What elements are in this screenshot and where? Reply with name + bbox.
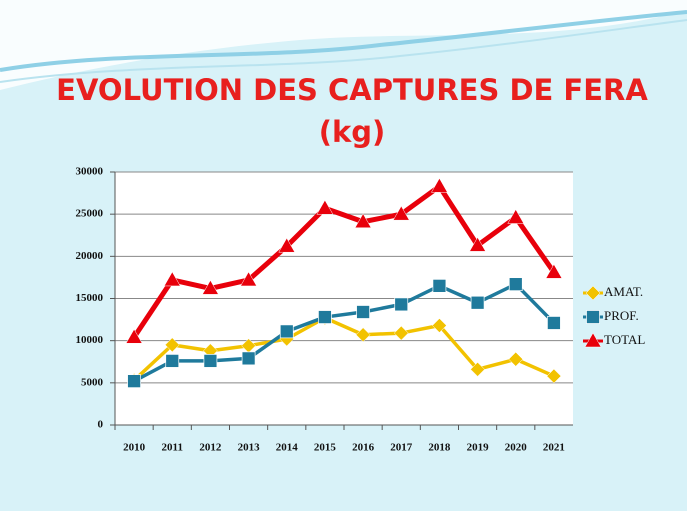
x-tick-label: 2021 — [543, 442, 565, 454]
data-point — [547, 316, 561, 330]
data-point — [507, 209, 525, 224]
data-point — [470, 361, 485, 377]
y-tick-label: 10000 — [76, 334, 104, 346]
legend-marker — [586, 310, 600, 324]
data-point — [203, 354, 218, 368]
data-point — [430, 177, 448, 193]
data-point — [432, 279, 447, 293]
y-tick-label: 5000 — [81, 376, 104, 388]
data-point — [393, 325, 409, 341]
data-point — [546, 368, 562, 384]
series-line — [132, 183, 556, 339]
data-point — [545, 263, 563, 279]
chart-title: EVOLUTION DES CAPTURES DE FERA — [56, 73, 648, 107]
data-point — [125, 328, 143, 344]
x-tick-label: 2014 — [276, 442, 299, 454]
x-tick-label: 2017 — [390, 442, 413, 454]
y-tick-label: 20000 — [76, 250, 104, 262]
x-tick-label: 2011 — [162, 442, 183, 454]
data-point — [392, 205, 410, 221]
data-point — [241, 351, 256, 366]
y-tick-label: 0 — [98, 419, 104, 431]
legend-marker — [584, 332, 602, 348]
data-point — [508, 351, 524, 367]
data-point — [470, 295, 485, 310]
data-point — [165, 354, 180, 368]
x-tick-label: 2020 — [505, 442, 528, 454]
x-tick-label: 2013 — [238, 442, 261, 454]
swoosh — [0, 0, 687, 90]
x-tick-label: 2010 — [123, 442, 146, 454]
data-point — [127, 374, 141, 388]
data-point — [469, 236, 487, 252]
chart-subtitle: (kg) — [319, 115, 386, 149]
data-point — [316, 199, 334, 215]
data-point — [508, 277, 523, 292]
legend-label: AMAT. — [604, 284, 643, 299]
data-point — [432, 318, 447, 333]
y-tick-label: 30000 — [76, 166, 104, 178]
y-tick-label: 25000 — [76, 208, 104, 220]
legend-marker — [585, 285, 601, 301]
legend-label: PROF. — [604, 308, 639, 323]
data-point — [355, 327, 371, 343]
data-point — [394, 297, 409, 312]
data-point — [164, 337, 180, 353]
data-point — [240, 271, 258, 287]
y-tick-label: 15000 — [76, 292, 104, 304]
legend-label: TOTAL — [604, 332, 645, 347]
data-point — [201, 279, 219, 295]
data-point — [163, 271, 181, 287]
x-tick-label: 2016 — [352, 442, 375, 454]
swoosh-line — [0, 19, 687, 83]
data-point — [278, 237, 296, 253]
x-tick-label: 2012 — [199, 442, 222, 454]
swoosh-line — [0, 10, 687, 72]
x-tick-label: 2018 — [428, 442, 451, 454]
data-point — [354, 213, 372, 229]
x-tick-label: 2019 — [467, 442, 490, 454]
x-tick-label: 2015 — [314, 442, 337, 454]
data-point — [318, 310, 332, 324]
data-point — [279, 324, 294, 339]
data-point — [356, 305, 370, 319]
